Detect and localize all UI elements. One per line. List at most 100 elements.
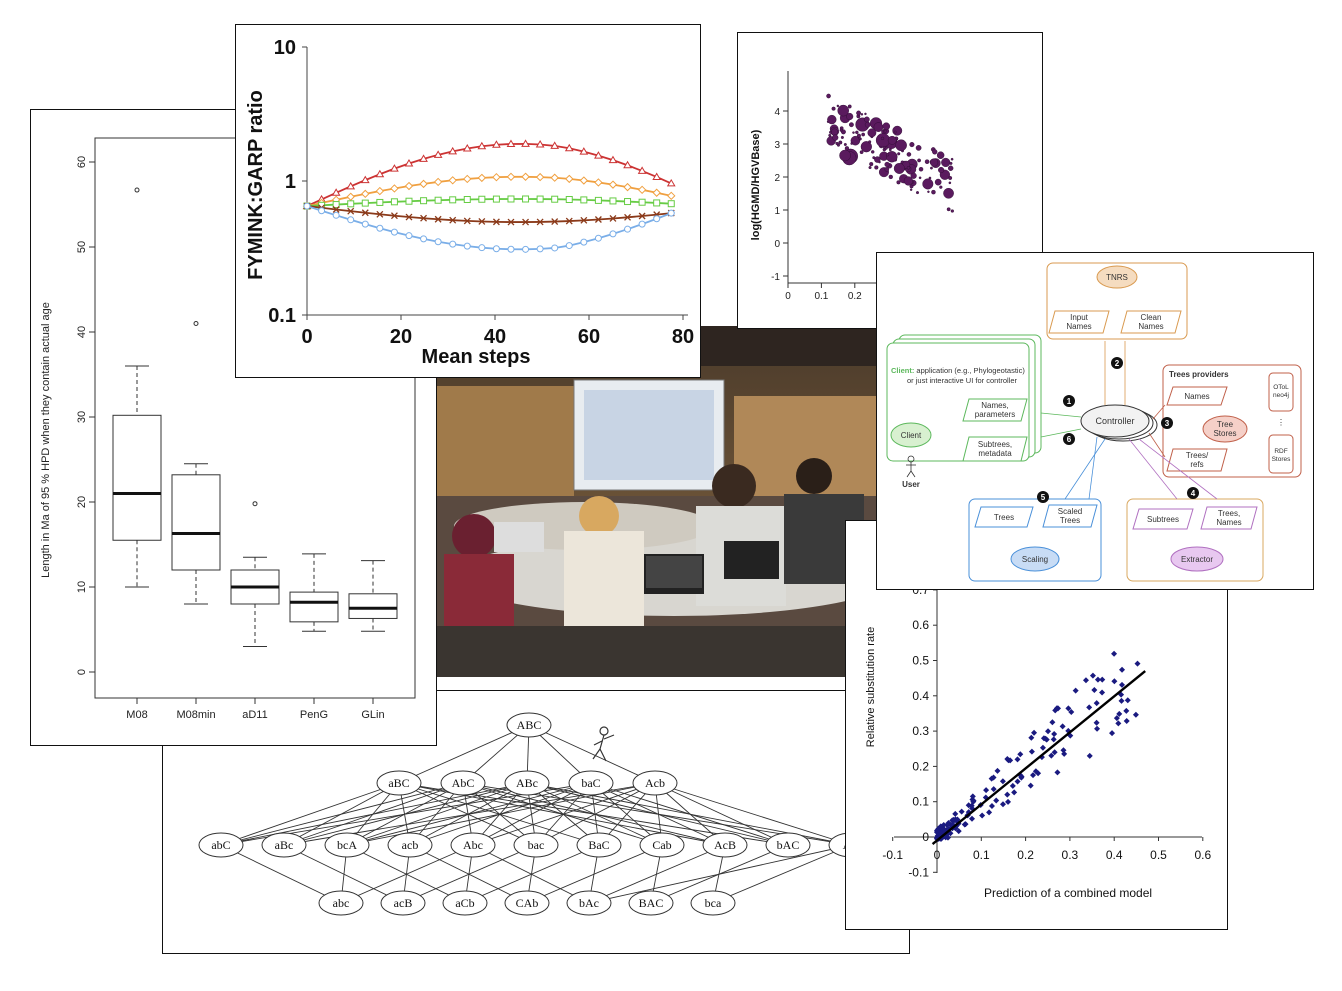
- bubble-point: [868, 166, 872, 170]
- lineplot-point: [420, 197, 428, 205]
- scatter-point: [1039, 744, 1046, 751]
- lineplot-xtick-label: 80: [672, 326, 694, 348]
- scatter-point: [952, 810, 959, 817]
- lineplot-point: [477, 173, 487, 183]
- scatter-point: [1132, 711, 1139, 718]
- svg-text:Client: application (e.g., Phy: Client: application (e.g., Phylogeotasti…: [891, 366, 1025, 375]
- scatter-point: [990, 786, 997, 793]
- bubble-point: [946, 207, 951, 212]
- scatter-point: [1091, 686, 1098, 693]
- scatter-point: [937, 823, 944, 830]
- lineplot-point: [522, 218, 530, 226]
- lineplot-point: [449, 216, 457, 224]
- bubble-point: [872, 156, 876, 160]
- bubble-point: [874, 165, 879, 170]
- subtrees-meta-1: Subtrees,: [978, 440, 1012, 449]
- step-badge: [1063, 433, 1075, 445]
- lineplot-xtick-label: 40: [484, 326, 506, 348]
- lineplot-point: [463, 242, 471, 250]
- graph-node: aBc: [261, 832, 307, 858]
- lineplot-point: [433, 177, 443, 187]
- lineplot-point: [405, 232, 413, 240]
- stick-figure-icon: [592, 726, 615, 762]
- bubble-point: [910, 172, 917, 179]
- lineplot-point: [667, 191, 676, 201]
- bubble-point: [839, 128, 843, 132]
- bubble-point: [856, 110, 862, 116]
- scatter-ytick-label: 0.5: [912, 654, 929, 668]
- graph-node-label: CAb: [516, 896, 539, 910]
- bubble-point: [849, 122, 854, 128]
- bubble-point: [850, 135, 861, 146]
- graph-edge: [464, 844, 600, 904]
- boxplot-box: [289, 591, 339, 623]
- scatter-point: [979, 812, 986, 819]
- scatter-point: [993, 797, 1000, 804]
- step-number: 5: [1041, 493, 1046, 502]
- scatter-point: [1119, 681, 1126, 688]
- step-badge: [1037, 491, 1049, 503]
- lineplot-point: [506, 172, 516, 182]
- graph-node: CAb: [504, 890, 550, 916]
- bubble-point: [886, 151, 898, 163]
- lineplot-point: [361, 189, 370, 199]
- scatter-point: [1123, 707, 1130, 714]
- lineplot-point: [346, 192, 355, 201]
- graph-node: aBC: [376, 770, 422, 796]
- lineplot-ylabel: FYMINK:GARP ratio: [245, 90, 267, 280]
- boxplot-ytick-label: 10: [76, 581, 88, 593]
- lineplot-point: [463, 196, 471, 204]
- graph-node-label: abC: [211, 838, 230, 852]
- boxplot-ylabel: Length in Ma of 95 % HPD when they conta…: [40, 302, 52, 578]
- graph-node: baC: [568, 770, 614, 796]
- bubble-point: [880, 136, 885, 141]
- scatter-point: [1099, 676, 1106, 683]
- lineplot-point: [375, 186, 385, 196]
- lineplot-ytick-label: 0.1: [268, 305, 296, 327]
- graph-edge: [283, 844, 404, 904]
- bubble-point: [861, 132, 866, 137]
- lineplot-point: [404, 181, 414, 191]
- graph-edge: [340, 844, 474, 904]
- scatter-xtick-label: 0.6: [1194, 848, 1211, 862]
- scatter-point: [947, 830, 954, 837]
- lineplot-point: [361, 220, 369, 228]
- scaling-trees: Trees: [994, 513, 1014, 522]
- lineplot-point: [522, 195, 530, 203]
- lineplot-point: [507, 195, 515, 203]
- lineplot-point: [653, 199, 661, 207]
- bubble-ylabel: log(HGMD/HGVBase): [750, 129, 762, 240]
- scatter-point: [1089, 672, 1096, 679]
- lineplot-point: [565, 174, 574, 184]
- bubble-point: [875, 133, 891, 148]
- lineplot-series-line: [306, 198, 672, 207]
- scatter-point: [1094, 725, 1101, 732]
- lineplot-panel: 0.1 1 10 0 20 40 60 80 FYMINK:GARP ratio Mean s…: [235, 24, 701, 378]
- bubble-point: [863, 116, 870, 123]
- boxplot-ytick-label: 60: [76, 156, 88, 168]
- graph-node-label: AbC: [452, 776, 475, 790]
- scatter-point: [1059, 723, 1066, 730]
- lineplot-point: [608, 180, 618, 189]
- bubble-xtick-label: 0.1: [814, 291, 828, 302]
- graph-edge: [526, 844, 663, 904]
- lineplot-point: [303, 202, 311, 210]
- lineplot-point: [405, 197, 413, 205]
- scatter-point: [1004, 756, 1011, 763]
- bubble-point: [867, 128, 877, 138]
- scatter-ytick-label: 0.6: [912, 618, 929, 632]
- bubble-point: [847, 104, 852, 109]
- bubble-xtick-label: 0: [785, 291, 791, 302]
- step-badge: [1161, 417, 1173, 429]
- graph-node: Cab: [639, 832, 685, 858]
- boxplot-xtick-label: M08min: [176, 709, 215, 721]
- graph-edge: [588, 844, 852, 904]
- scatter-chart: -0.100.10.20.30.40.50.60.7-0.100.10.20.3…: [865, 581, 1211, 900]
- lineplot-point: [332, 211, 340, 219]
- scatter-ytick-label: 0.1: [912, 795, 929, 809]
- scatter-point: [1014, 778, 1021, 785]
- step-badge: [1111, 357, 1123, 369]
- bubble-point: [888, 174, 893, 180]
- bubble-point: [927, 190, 930, 193]
- graph-edge: [528, 724, 656, 784]
